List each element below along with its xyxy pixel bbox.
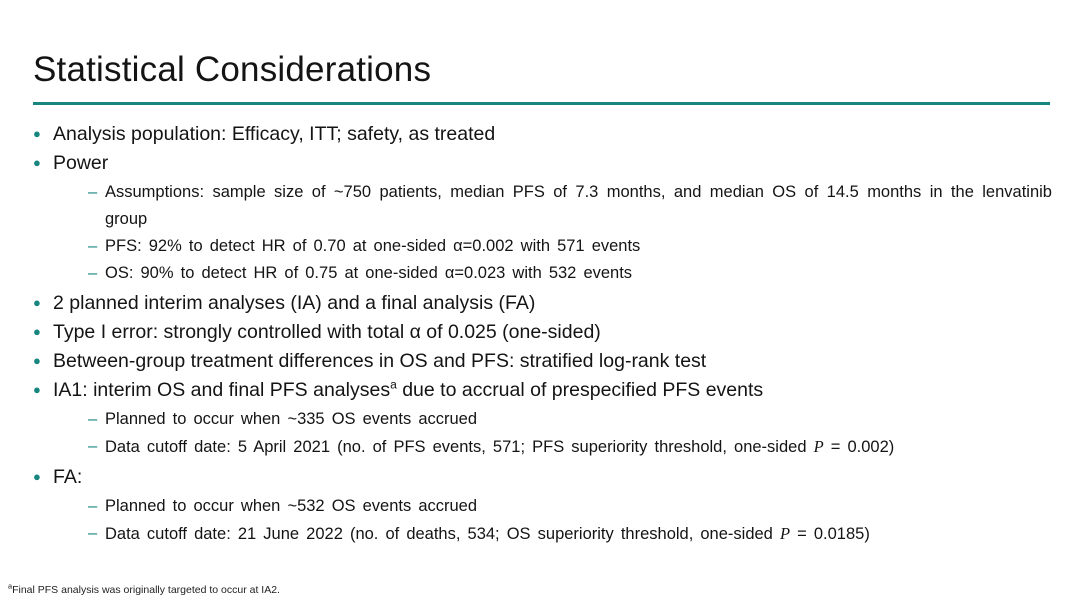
dash-icon: –: [88, 437, 98, 455]
bullet-text: Planned to occur when ~532 OS events acc…: [105, 493, 1052, 520]
text-segment: Between-group treatment differences in O…: [53, 350, 707, 372]
bullet-dot-icon: ●: [33, 324, 41, 339]
text-segment: a: [390, 377, 397, 392]
text-segment: Assumptions: sample size of ~750 patient…: [105, 183, 1052, 228]
bullet-text: IA1: interim OS and final PFS analysesa …: [53, 377, 763, 403]
bullet-dot-icon: ●: [33, 469, 41, 484]
page-title: Statistical Considerations: [33, 50, 432, 89]
bullet-item: ● FA:: [33, 464, 1052, 490]
sub-bullet-item: – Data cutoff date: 5 April 2021 (no. of …: [88, 433, 1052, 461]
bullet-text: FA:: [53, 464, 82, 490]
bullet-text: Between-group treatment differences in O…: [53, 348, 706, 374]
bullet-dot-icon: ●: [33, 295, 41, 310]
bullet-text: Planned to occur when ~335 OS events acc…: [105, 406, 1052, 433]
bullet-item: ● IA1: interim OS and final PFS analysesa…: [33, 377, 1052, 403]
bullet-text: Assumptions: sample size of ~750 patient…: [105, 179, 1052, 233]
sub-bullet-item: – Planned to occur when ~532 OS events ac…: [88, 493, 1052, 520]
text-segment: 2 planned interim analyses (IA) and a fi…: [53, 292, 536, 314]
bullet-text: OS: 90% to detect HR of 0.75 at one-side…: [105, 260, 1052, 287]
text-segment: = 0.0185): [790, 525, 870, 543]
bullet-text: Power: [53, 150, 108, 176]
sub-bullet-item: – PFS: 92% to detect HR of 0.70 at one-si…: [88, 233, 1052, 260]
text-segment: OS: 90% to detect HR of 0.75 at one-side…: [105, 264, 633, 282]
text-segment: = 0.002): [823, 438, 895, 456]
text-segment: due to accrual of prespecified PFS event…: [396, 379, 764, 401]
dash-icon: –: [88, 410, 98, 428]
dash-icon: –: [88, 497, 98, 515]
bullet-text: 2 planned interim analyses (IA) and a fi…: [53, 290, 535, 316]
sub-bullet-item: – Planned to occur when ~335 OS events ac…: [88, 406, 1052, 433]
dash-icon: –: [88, 264, 98, 282]
text-segment: Power: [53, 152, 109, 174]
bullet-dot-icon: ●: [33, 155, 41, 170]
text-segment: PFS: 92% to detect HR of 0.70 at one-sid…: [105, 237, 641, 255]
footnote: aFinal PFS analysis was originally targe…: [8, 581, 280, 597]
bullet-item: ● Between-group treatment differences in …: [33, 348, 1052, 374]
dash-icon: –: [88, 183, 98, 201]
text-segment: Planned to occur when ~532 OS events acc…: [105, 497, 478, 515]
text-segment: P: [813, 437, 824, 456]
bullet-list: ● Analysis population: Efficacy, ITT; saf…: [33, 121, 1052, 548]
bullet-item: ● Type I error: strongly controlled with …: [33, 319, 1052, 345]
dash-icon: –: [88, 237, 98, 255]
bullet-text: Data cutoff date: 21 June 2022 (no. of d…: [105, 520, 1052, 548]
bullet-dot-icon: ●: [33, 353, 41, 368]
text-segment: FA:: [53, 466, 83, 488]
text-segment: Data cutoff date: 5 April 2021 (no. of P…: [105, 438, 814, 456]
text-segment: Type I error: strongly controlled with t…: [53, 321, 601, 343]
bullet-text: Type I error: strongly controlled with t…: [53, 319, 601, 345]
bullet-item: ● 2 planned interim analyses (IA) and a f…: [33, 290, 1052, 316]
text-segment: Planned to occur when ~335 OS events acc…: [105, 410, 478, 428]
dash-icon: –: [88, 524, 98, 542]
text-segment: P: [779, 524, 791, 543]
text-segment: Data cutoff date: 21 June 2022 (no. of d…: [105, 525, 780, 543]
text-segment: IA1: interim OS and final PFS analyses: [53, 379, 391, 401]
text-segment: a: [8, 581, 13, 591]
bullet-item: ● Power: [33, 150, 1052, 176]
bullet-dot-icon: ●: [33, 126, 41, 141]
sub-bullet-item: – Assumptions: sample size of ~750 patien…: [88, 179, 1052, 233]
text-segment: Final PFS analysis was originally target…: [12, 584, 280, 596]
bullet-text: PFS: 92% to detect HR of 0.70 at one-sid…: [105, 233, 1052, 260]
title-underline: [33, 102, 1050, 105]
bullet-text: Data cutoff date: 5 April 2021 (no. of P…: [105, 433, 1052, 461]
sub-bullet-item: – Data cutoff date: 21 June 2022 (no. of …: [88, 520, 1052, 548]
text-segment: Analysis population: Efficacy, ITT; safe…: [53, 123, 496, 145]
bullet-item: ● Analysis population: Efficacy, ITT; saf…: [33, 121, 1052, 147]
bullet-dot-icon: ●: [33, 382, 41, 397]
bullet-text: Analysis population: Efficacy, ITT; safe…: [53, 121, 495, 147]
sub-bullet-item: – OS: 90% to detect HR of 0.75 at one-sid…: [88, 260, 1052, 287]
